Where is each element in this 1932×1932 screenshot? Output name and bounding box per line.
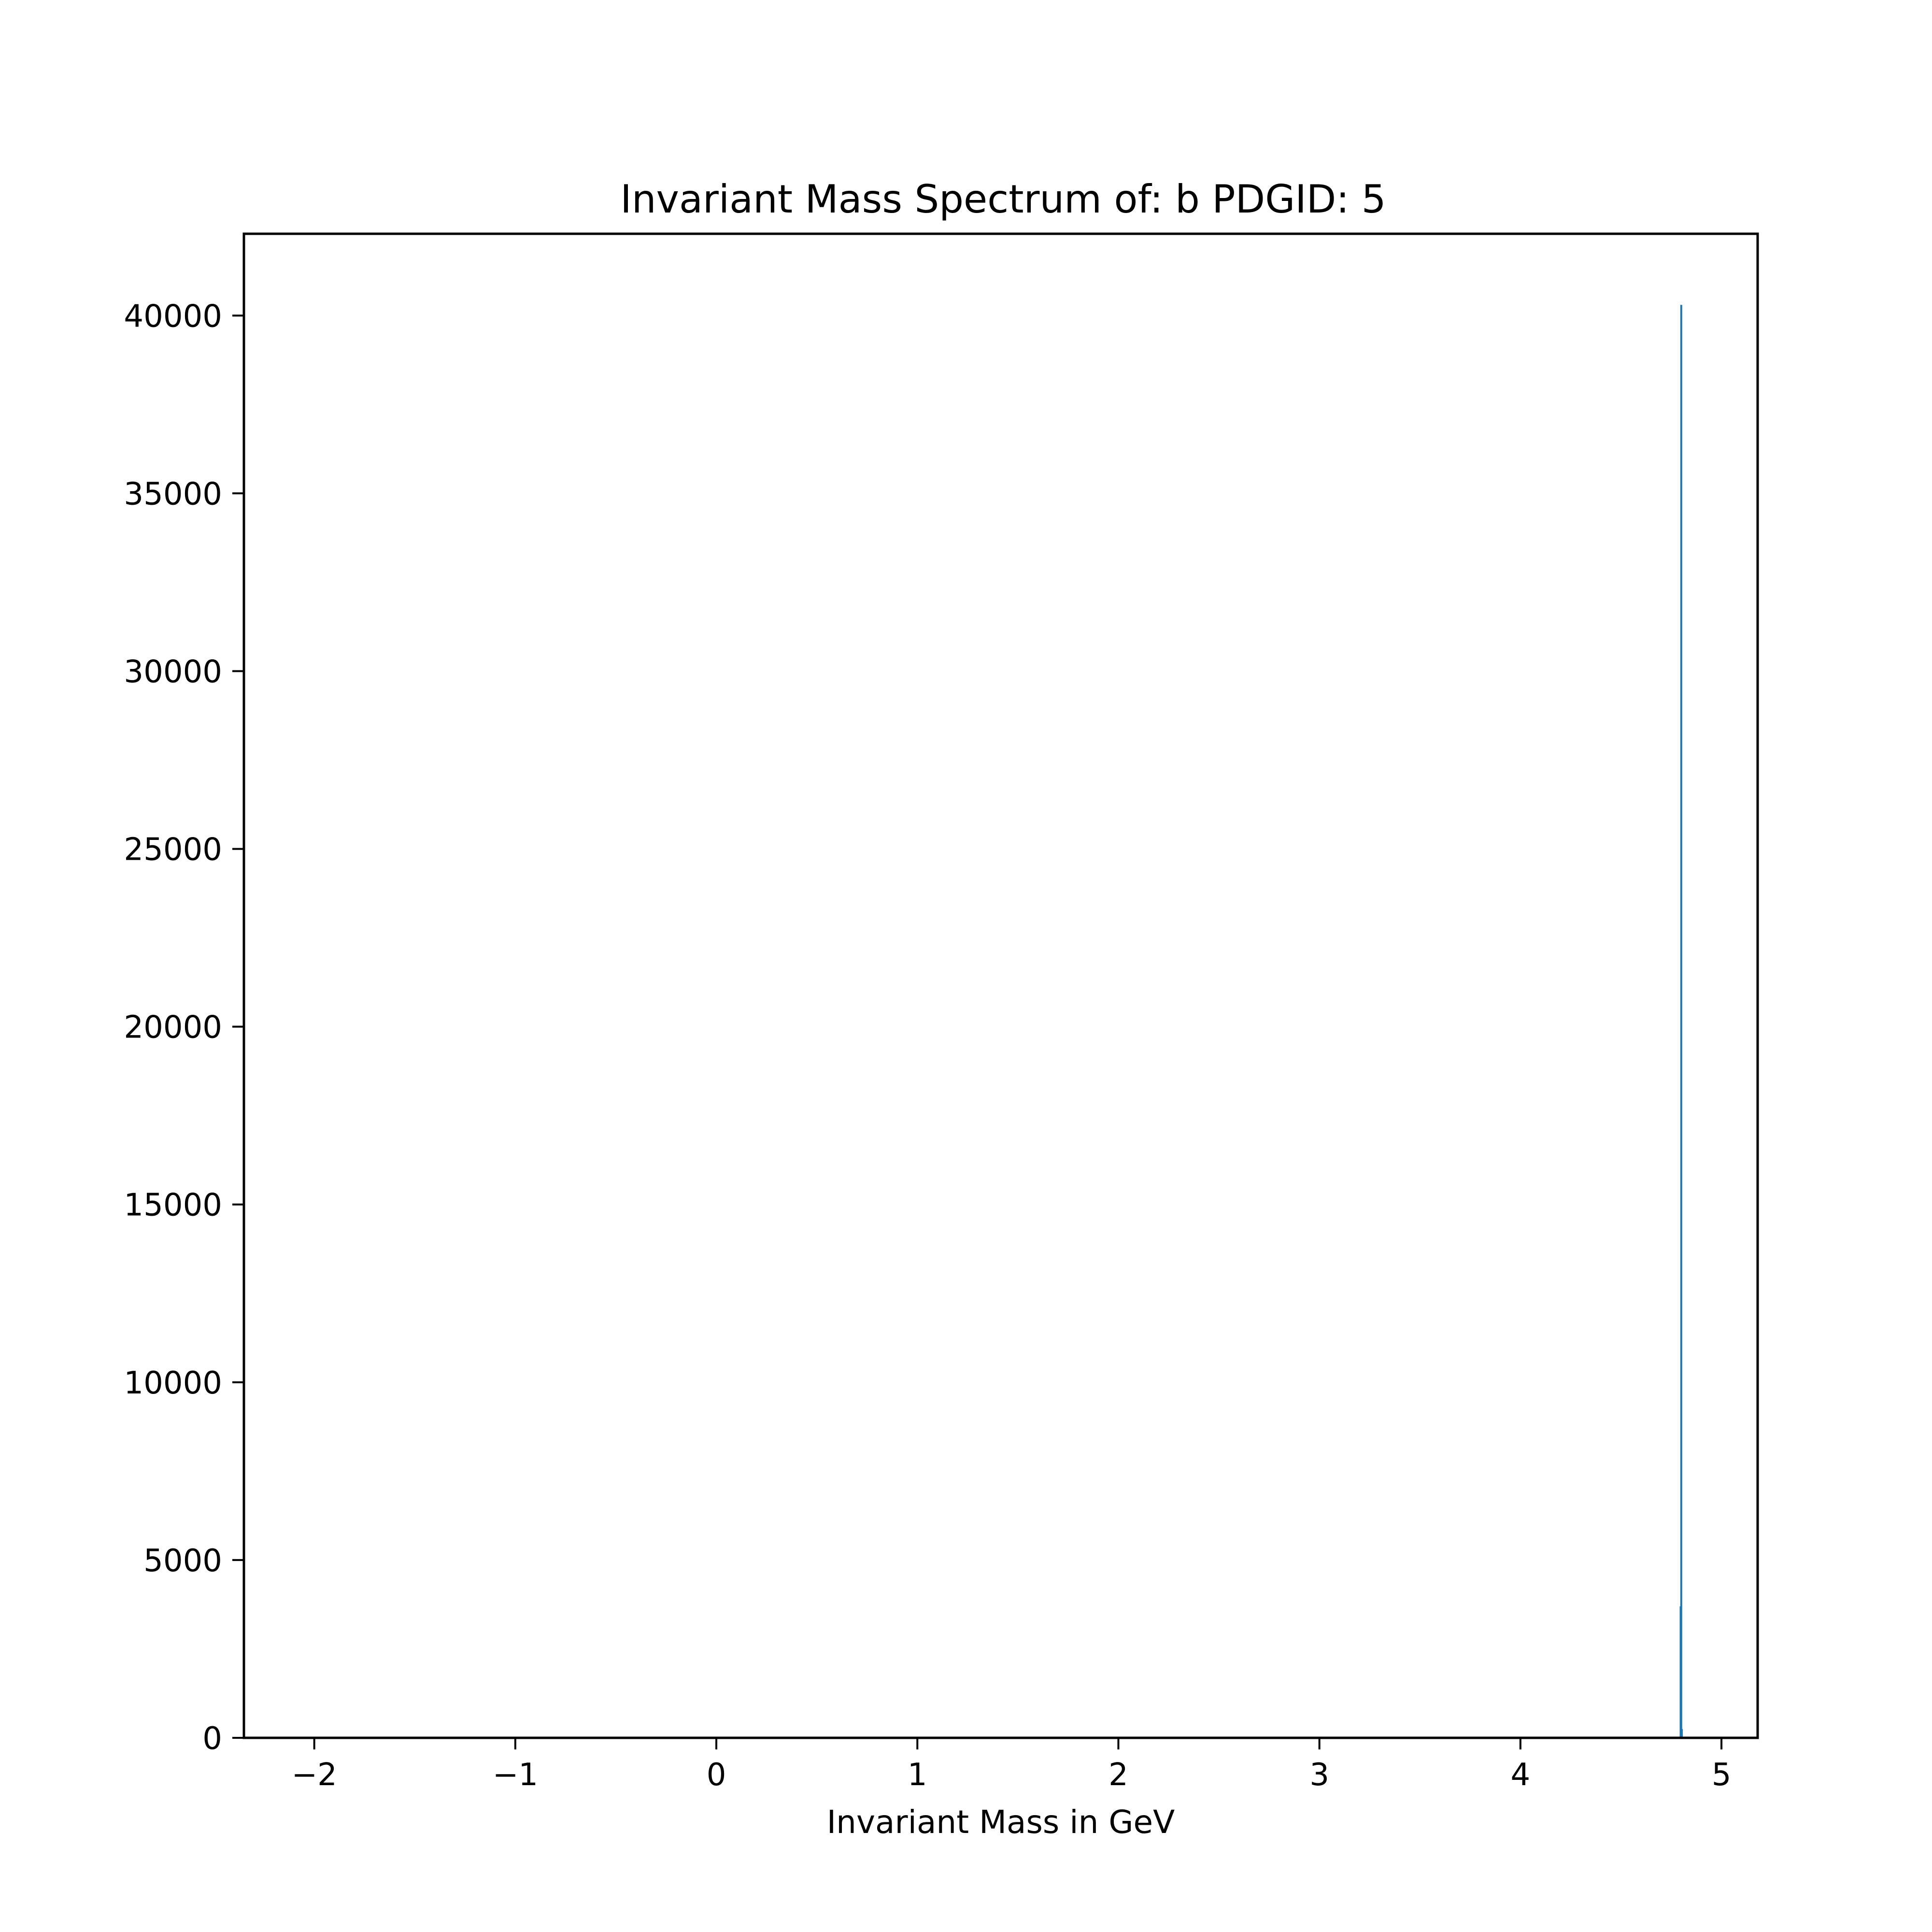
- y-tick-label: 20000: [124, 1010, 222, 1046]
- y-tick-label: 35000: [124, 476, 222, 512]
- x-tick-label: 2: [1108, 1757, 1128, 1793]
- histogram-bar-2: [1681, 1729, 1683, 1738]
- x-tick-label: 4: [1511, 1757, 1531, 1793]
- y-tick-label: 15000: [124, 1188, 222, 1223]
- chart-title: Invariant Mass Spectrum of: b PDGID: 5: [620, 177, 1386, 222]
- x-axis-ticks: −2 −1 0 1 2 3 4 5: [291, 1738, 1731, 1793]
- x-tick-label: 3: [1309, 1757, 1329, 1793]
- y-tick-label: 25000: [124, 832, 222, 868]
- x-tick-label: 5: [1712, 1757, 1732, 1793]
- y-axis-ticks: 0 5000 10000 15000 20000 25000 30000 35000 40000: [124, 298, 244, 1757]
- x-tick-label: −2: [291, 1757, 337, 1793]
- histogram-bar-1: [1680, 305, 1682, 1738]
- x-axis-label: Invariant Mass in GeV: [827, 1804, 1175, 1841]
- y-tick-label: 30000: [124, 654, 222, 690]
- y-tick-label: 0: [202, 1721, 222, 1757]
- x-tick-label: −1: [493, 1757, 538, 1793]
- y-tick-label: 10000: [124, 1365, 222, 1401]
- x-tick-label: 1: [908, 1757, 927, 1793]
- y-tick-label: 40000: [124, 298, 222, 334]
- y-tick-label: 5000: [143, 1543, 222, 1579]
- histogram-bars: [1679, 305, 1683, 1738]
- x-tick-label: 0: [707, 1757, 726, 1793]
- plot-frame: [242, 232, 1759, 1739]
